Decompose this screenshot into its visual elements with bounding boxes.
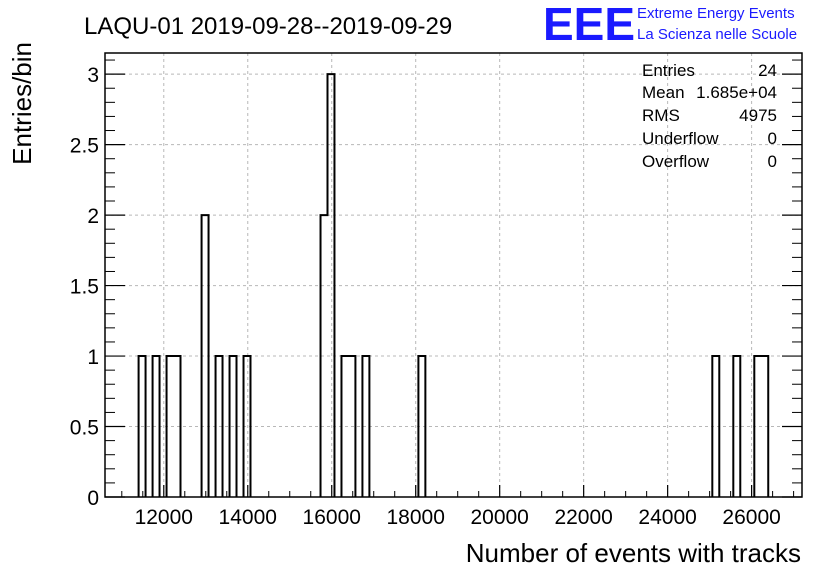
- x-tick-label: 24000: [638, 506, 696, 529]
- x-axis-label: Number of events with tracks: [466, 538, 801, 568]
- histogram-bin: [327, 74, 334, 497]
- histogram-bin: [244, 356, 251, 497]
- x-tick-label: 14000: [219, 506, 277, 529]
- histogram-bin: [230, 356, 237, 497]
- plot-frame: [104, 52, 803, 498]
- y-axis-ticks: 0 0.5 1 1.5 2 2.5 3: [70, 59, 802, 510]
- histogram-bin: [761, 356, 768, 497]
- stat-label-mean: Mean: [642, 83, 685, 102]
- y-tick-label: 2: [87, 205, 99, 228]
- stat-value-entries: 24: [758, 61, 777, 80]
- eee-logo-line1: Extreme Energy Events: [637, 5, 795, 22]
- y-tick-label: 0: [87, 487, 99, 510]
- y-tick-label: 2.5: [70, 135, 99, 158]
- histogram-bin: [754, 356, 761, 497]
- histogram-bin: [174, 356, 181, 497]
- histogram-bars: [137, 73, 770, 497]
- histogram-bin: [167, 356, 174, 497]
- stat-value-overflow: 0: [768, 152, 777, 171]
- stats-box: Entries 24 Mean 1.685e+04 RMS 4975 Under…: [642, 61, 777, 171]
- histogram-bin: [139, 356, 146, 497]
- eee-logo: EEE Extreme Energy Events La Scienza nel…: [543, 0, 797, 50]
- stat-label-rms: RMS: [642, 106, 680, 125]
- stat-value-rms: 4975: [739, 106, 777, 125]
- x-tick-label: 18000: [387, 506, 445, 529]
- stat-value-underflow: 0: [768, 129, 777, 148]
- y-tick-label: 1.5: [70, 276, 99, 299]
- histogram-bin: [733, 356, 740, 497]
- x-tick-label: 20000: [470, 506, 528, 529]
- histogram-bin: [341, 356, 348, 497]
- x-tick-label: 26000: [722, 506, 780, 529]
- grid-lines: [105, 53, 802, 497]
- y-tick-label: 3: [87, 64, 99, 87]
- x-tick-label: 16000: [303, 506, 361, 529]
- histogram-bin: [362, 356, 369, 497]
- stat-label-overflow: Overflow: [642, 152, 710, 171]
- x-tick-label: 22000: [554, 506, 612, 529]
- y-tick-label: 1: [87, 346, 99, 369]
- histogram-bin: [712, 356, 719, 497]
- x-tick-label: 12000: [135, 506, 193, 529]
- chart-title: LAQU-01 2019-09-28--2019-09-29: [84, 13, 452, 40]
- histogram-bin: [216, 356, 223, 497]
- stat-label-entries: Entries: [642, 61, 695, 80]
- histogram-bin: [418, 356, 425, 497]
- eee-logo-mark: EEE: [543, 0, 635, 50]
- histogram-bin: [321, 215, 328, 497]
- stat-label-underflow: Underflow: [642, 129, 719, 148]
- eee-logo-line2: La Scienza nelle Scuole: [637, 26, 797, 43]
- histogram-bin: [153, 356, 160, 497]
- y-tick-label: 0.5: [70, 417, 99, 440]
- histogram-bin: [348, 356, 355, 497]
- histogram-outline: [137, 73, 770, 497]
- stat-value-mean: 1.685e+04: [696, 83, 777, 102]
- y-axis-label: Entries/bin: [7, 42, 37, 165]
- histogram-bin: [202, 215, 209, 497]
- x-axis-ticks: 12000 14000 16000 18000 20000 22000 24000 26000: [121, 485, 795, 529]
